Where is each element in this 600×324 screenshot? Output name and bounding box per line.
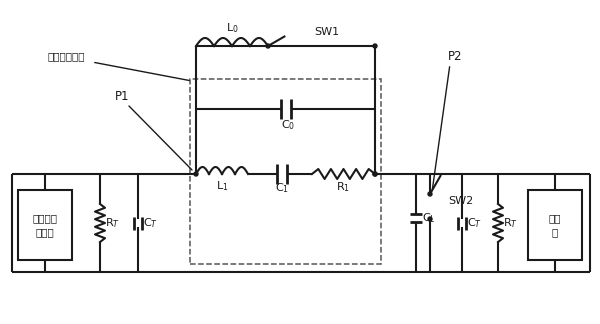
Circle shape: [373, 172, 377, 176]
Text: R$_1$: R$_1$: [337, 180, 350, 194]
Text: C$_T$: C$_T$: [467, 216, 482, 230]
Text: P1: P1: [115, 89, 130, 102]
Text: L$_1$: L$_1$: [216, 179, 228, 193]
Text: SW2: SW2: [448, 196, 473, 206]
Circle shape: [428, 192, 432, 196]
Text: P2: P2: [448, 50, 463, 63]
Text: 检测
器: 检测 器: [549, 213, 561, 237]
Text: C$_1$: C$_1$: [275, 181, 289, 195]
Circle shape: [373, 172, 377, 176]
Text: R$_T$: R$_T$: [106, 216, 121, 230]
Circle shape: [266, 44, 270, 48]
Text: C$_T$: C$_T$: [143, 216, 158, 230]
Text: C$_L$: C$_L$: [422, 211, 436, 225]
Circle shape: [373, 44, 377, 48]
Bar: [528, 190, 582, 260]
Bar: [18, 190, 72, 260]
Text: 陌螺等效电路: 陌螺等效电路: [48, 51, 86, 61]
Circle shape: [428, 217, 432, 221]
Bar: [190, 79, 381, 264]
Text: L$_0$: L$_0$: [226, 21, 238, 35]
Text: 恒流变频
振荡器: 恒流变频 振荡器: [32, 213, 58, 237]
Text: C$_0$: C$_0$: [281, 118, 296, 132]
Circle shape: [194, 172, 198, 176]
Text: R$_T$: R$_T$: [503, 216, 518, 230]
Text: SW1: SW1: [314, 27, 339, 37]
